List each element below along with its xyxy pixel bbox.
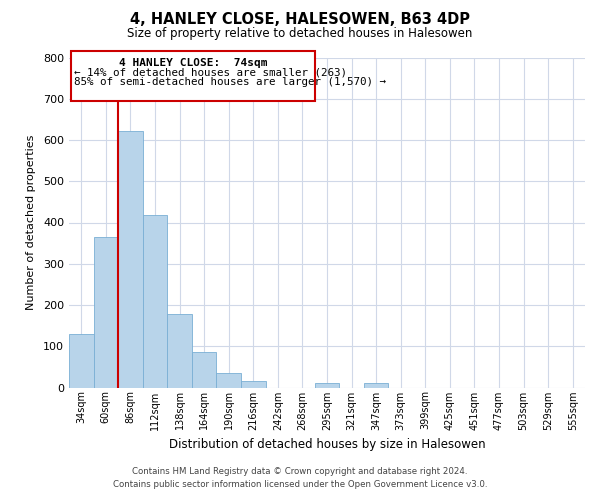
Bar [94, 237, 118, 388]
Bar [69, 334, 94, 388]
X-axis label: Distribution of detached houses by size in Halesowen: Distribution of detached houses by size … [169, 438, 485, 451]
Bar [364, 384, 388, 388]
Bar [118, 130, 143, 388]
Text: Size of property relative to detached houses in Halesowen: Size of property relative to detached ho… [127, 28, 473, 40]
Y-axis label: Number of detached properties: Number of detached properties [26, 135, 36, 310]
Text: 4 HANLEY CLOSE:  74sqm: 4 HANLEY CLOSE: 74sqm [119, 58, 268, 68]
FancyBboxPatch shape [71, 52, 315, 101]
Text: ← 14% of detached houses are smaller (263): ← 14% of detached houses are smaller (26… [74, 68, 347, 78]
Bar [241, 382, 266, 388]
Text: 4, HANLEY CLOSE, HALESOWEN, B63 4DP: 4, HANLEY CLOSE, HALESOWEN, B63 4DP [130, 12, 470, 28]
Bar [143, 216, 167, 388]
Bar [217, 373, 241, 388]
Text: Contains HM Land Registry data © Crown copyright and database right 2024.
Contai: Contains HM Land Registry data © Crown c… [113, 468, 487, 489]
Text: 85% of semi-detached houses are larger (1,570) →: 85% of semi-detached houses are larger (… [74, 78, 386, 88]
Bar [315, 384, 339, 388]
Bar [192, 352, 217, 388]
Bar [167, 314, 192, 388]
